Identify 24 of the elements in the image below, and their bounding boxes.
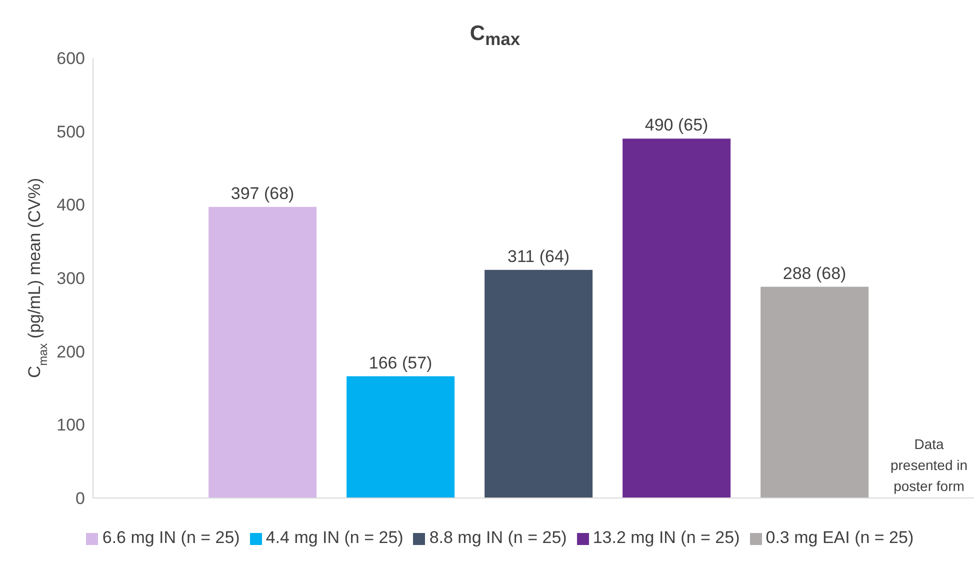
data-label: 288 (68) (782, 264, 846, 283)
data-label: 490 (65) (644, 116, 708, 135)
y-tick-label: 600 (56, 49, 85, 68)
legend-label: 0.3 mg EAI (n = 25) (766, 528, 914, 547)
annotation: Data presented in poster form (889, 435, 969, 496)
y-tick-label: 400 (56, 196, 85, 215)
legend-label: 13.2 mg IN (n = 25) (592, 528, 740, 547)
y-tick-label: 200 (56, 342, 85, 362)
data-label: 397 (68) (230, 184, 294, 203)
y-tick-label: 300 (56, 269, 85, 288)
chart-title: C$_{max}$ (468, 22, 522, 50)
bar (346, 376, 455, 498)
y-tick-label: 0 (76, 489, 85, 508)
bar (208, 206, 317, 498)
data-label: 166 (57) (368, 353, 432, 372)
y-tick-label: 100 (56, 416, 85, 435)
legend-label: 6.6 mg IN (n = 25) (102, 528, 240, 547)
bar (622, 138, 731, 498)
legend-label: 8.8 mg IN (n = 25) (429, 528, 567, 547)
legend-label: 4.4 mg IN (n = 25) (266, 528, 404, 547)
data-label: 311 (64) (508, 246, 570, 266)
bar (484, 270, 593, 498)
y-tick-label: 500 (56, 122, 85, 142)
bar (760, 286, 869, 498)
